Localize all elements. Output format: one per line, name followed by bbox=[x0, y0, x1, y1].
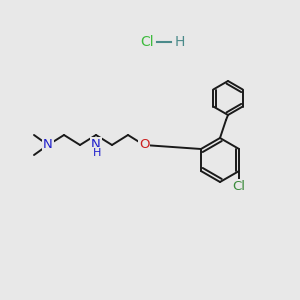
Text: N: N bbox=[43, 139, 53, 152]
Text: Cl: Cl bbox=[140, 35, 154, 49]
Text: H: H bbox=[175, 35, 185, 49]
Text: Cl: Cl bbox=[232, 181, 246, 194]
Text: H: H bbox=[93, 148, 101, 158]
Text: O: O bbox=[139, 139, 149, 152]
Text: N: N bbox=[91, 139, 101, 152]
